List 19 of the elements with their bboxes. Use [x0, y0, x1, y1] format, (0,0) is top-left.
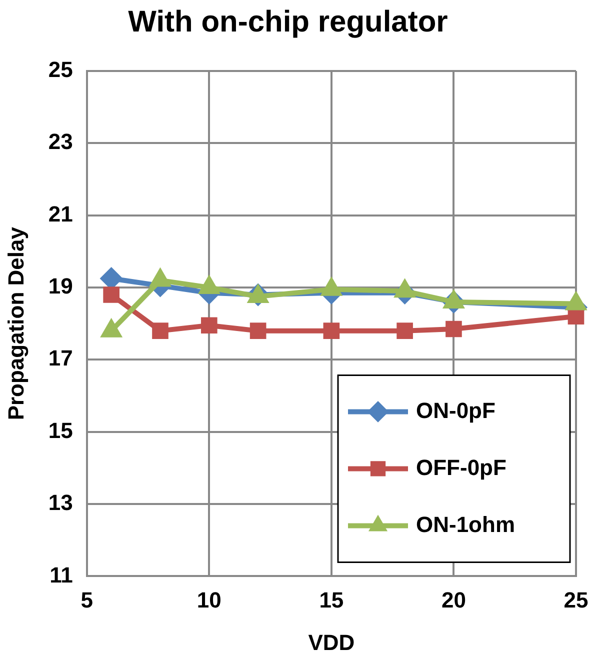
chart-title: With on-chip regulator [128, 5, 448, 38]
y-tick-label: 11 [50, 562, 73, 588]
y-tick-label: 21 [48, 201, 73, 226]
y-tick-label: 17 [48, 346, 73, 371]
x-tick-label: 15 [319, 587, 344, 612]
y-tick-label: 25 [48, 57, 73, 82]
legend-label: ON-0pF [416, 398, 496, 423]
x-tick-label: 25 [564, 587, 588, 612]
y-tick-label: 23 [48, 129, 73, 154]
x-tick-label: 20 [441, 587, 466, 612]
y-tick-label: 19 [48, 274, 73, 299]
y-tick-label: 15 [48, 418, 73, 443]
x-tick-label: 5 [80, 587, 93, 612]
legend-label: OFF-0pF [416, 454, 506, 480]
legend-label: ON-1ohm [416, 512, 515, 537]
y-tick-label: 13 [48, 490, 73, 516]
y-axis-title: Propagation Delay [3, 226, 28, 420]
x-axis-title: VDD [308, 630, 355, 655]
x-tick-label: 10 [196, 587, 222, 612]
